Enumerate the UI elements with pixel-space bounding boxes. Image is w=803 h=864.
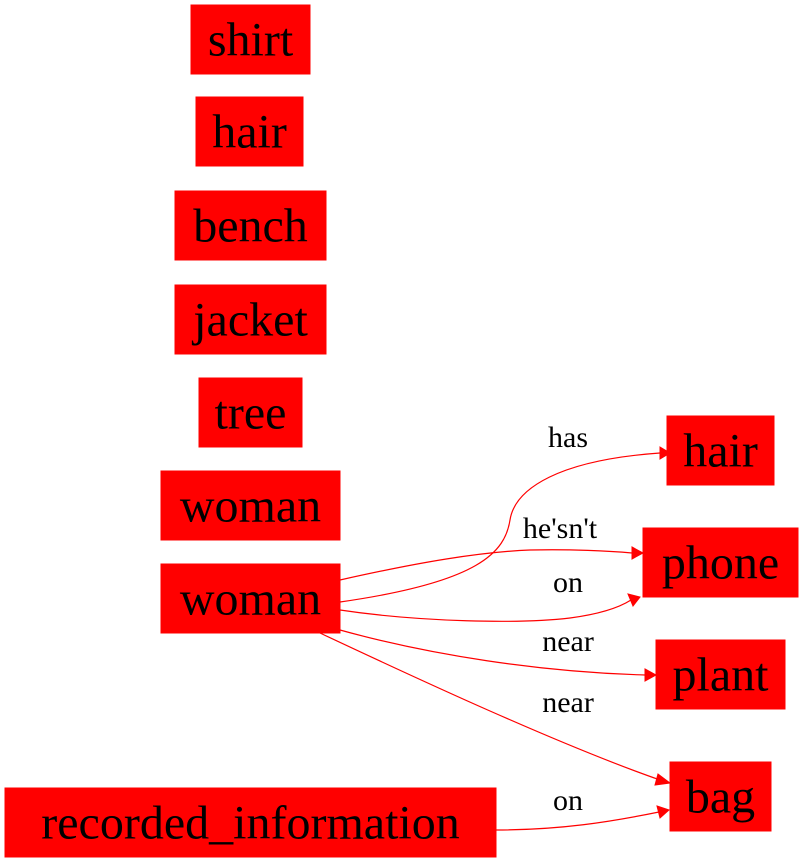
node-label: hair bbox=[212, 106, 287, 159]
node-bench: bench bbox=[174, 190, 327, 261]
edge-near-plant: near bbox=[339, 625, 658, 682]
edge-label: he'sn't bbox=[523, 512, 598, 545]
edge-label: on bbox=[553, 784, 583, 817]
node-box bbox=[642, 527, 799, 598]
node-label: bag bbox=[686, 771, 755, 824]
node-box bbox=[666, 415, 775, 486]
node-woman-2: woman bbox=[160, 563, 341, 634]
arrowhead bbox=[659, 446, 671, 460]
node-label: phone bbox=[662, 537, 779, 590]
edge-label: has bbox=[548, 421, 588, 454]
edge-line bbox=[339, 599, 632, 622]
node-label: woman bbox=[180, 480, 321, 533]
node-phone: phone bbox=[642, 527, 799, 598]
node-box bbox=[160, 563, 341, 634]
edge-label: on bbox=[553, 566, 583, 599]
node-hair-top: hair bbox=[195, 96, 304, 167]
edges-layer: has he'sn't on near near on bbox=[319, 421, 672, 831]
node-shirt: shirt bbox=[190, 4, 311, 75]
node-label: jacket bbox=[191, 294, 308, 347]
arrowhead bbox=[627, 593, 641, 607]
edge-label: near bbox=[542, 686, 594, 719]
arrowhead bbox=[656, 805, 670, 819]
node-label: recorded_information bbox=[41, 797, 460, 850]
arrowhead bbox=[631, 546, 645, 560]
node-box bbox=[198, 377, 303, 448]
node-label: shirt bbox=[208, 14, 294, 67]
edge-line bbox=[339, 549, 633, 581]
edge-line bbox=[339, 452, 661, 603]
nodes-layer: shirt hair bench jacket tree woman woman record… bbox=[4, 4, 799, 858]
edge-line bbox=[319, 632, 661, 781]
edge-line bbox=[495, 811, 660, 831]
node-hair-right: hair bbox=[666, 415, 775, 486]
node-box bbox=[174, 284, 327, 355]
arrowhead bbox=[644, 668, 658, 682]
edge-on-phone: on bbox=[339, 566, 641, 622]
node-label: plant bbox=[673, 649, 770, 702]
node-box bbox=[160, 470, 341, 541]
node-box bbox=[174, 190, 327, 261]
node-jacket: jacket bbox=[174, 284, 327, 355]
node-box bbox=[669, 761, 772, 832]
edge-label: near bbox=[542, 625, 594, 658]
node-box bbox=[4, 787, 497, 858]
node-box bbox=[195, 96, 304, 167]
edge-has: has bbox=[339, 421, 671, 603]
arrowhead bbox=[654, 773, 672, 786]
node-label: woman bbox=[180, 573, 321, 626]
node-plant: plant bbox=[655, 639, 786, 710]
node-box bbox=[655, 639, 786, 710]
node-box bbox=[190, 4, 311, 75]
node-label: bench bbox=[193, 200, 308, 253]
edge-on-bag: on bbox=[495, 784, 670, 831]
edge-hesnt: he'sn't bbox=[339, 512, 645, 581]
node-label: tree bbox=[215, 387, 287, 440]
node-woman-1: woman bbox=[160, 470, 341, 541]
edge-near-bag: near bbox=[319, 632, 672, 786]
node-label: hair bbox=[683, 425, 758, 478]
node-tree: tree bbox=[198, 377, 303, 448]
node-bag: bag bbox=[669, 761, 772, 832]
edge-line bbox=[339, 629, 646, 676]
node-recorded: recorded_information bbox=[4, 787, 497, 858]
